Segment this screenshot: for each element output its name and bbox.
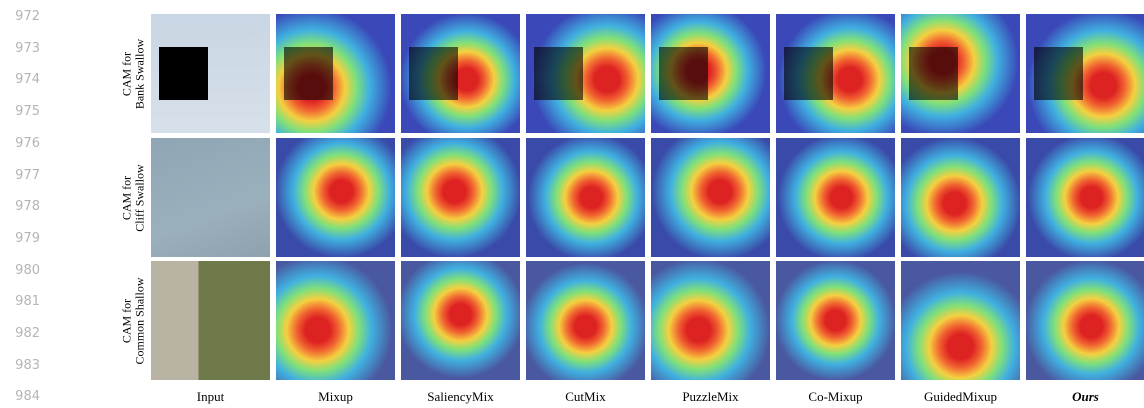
column-label: CutMix xyxy=(523,389,648,405)
line-number: 982 xyxy=(0,326,40,341)
cam-image xyxy=(651,138,770,257)
line-number: 978 xyxy=(0,199,40,214)
cam-image xyxy=(651,261,770,380)
row-label-line: CAM for xyxy=(120,138,133,257)
column-label: Co-Mixup xyxy=(773,389,898,405)
cam-image xyxy=(776,261,895,380)
figure: 972 973 974 975 976 977 978 979 980 981 982 983 984 C… xyxy=(0,0,1144,408)
cam-image xyxy=(776,14,895,133)
cam-image xyxy=(901,261,1020,380)
cam-image xyxy=(276,14,395,133)
occlusion-box xyxy=(1034,47,1083,100)
cam-image xyxy=(901,14,1020,133)
line-number: 983 xyxy=(0,358,40,373)
line-number: 975 xyxy=(0,104,40,119)
line-number: 979 xyxy=(0,231,40,246)
row-label-line: CAM for xyxy=(120,261,133,380)
row-label-line: Bank Swallow xyxy=(133,14,146,133)
line-number: 984 xyxy=(0,389,40,404)
cam-image xyxy=(901,138,1020,257)
line-number: 981 xyxy=(0,294,40,309)
cam-image xyxy=(276,138,395,257)
cam-image xyxy=(651,14,770,133)
occlusion-box xyxy=(409,47,458,100)
cam-image xyxy=(276,261,395,380)
line-number: 976 xyxy=(0,136,40,151)
line-number: 973 xyxy=(0,41,40,56)
cam-image xyxy=(401,261,520,380)
cam-image xyxy=(776,138,895,257)
occlusion-box xyxy=(909,47,958,100)
row-label-line: CAM for xyxy=(120,14,133,133)
cam-image xyxy=(526,14,645,133)
occlusion-box xyxy=(284,47,333,100)
cam-image xyxy=(1026,261,1144,380)
occlusion-box xyxy=(659,47,708,100)
cam-image xyxy=(401,14,520,133)
input-image xyxy=(151,261,270,380)
cam-image xyxy=(401,138,520,257)
column-label: Mixup xyxy=(273,389,398,405)
column-label: SaliencyMix xyxy=(398,389,523,405)
column-label: PuzzleMix xyxy=(648,389,773,405)
input-image xyxy=(151,14,270,133)
occlusion-box xyxy=(159,47,208,100)
cam-image xyxy=(1026,138,1144,257)
column-label: GuidedMixup xyxy=(898,389,1023,405)
cam-image xyxy=(1026,14,1144,133)
input-image xyxy=(151,138,270,257)
row-label-line: Common Shallow xyxy=(133,261,146,380)
row-label-line: Cliff Swallow xyxy=(133,138,146,257)
line-number: 974 xyxy=(0,72,40,87)
cam-image xyxy=(526,261,645,380)
line-number: 980 xyxy=(0,263,40,278)
occlusion-box xyxy=(784,47,833,100)
occlusion-box xyxy=(534,47,583,100)
column-label: Ours xyxy=(1023,389,1144,405)
line-number: 977 xyxy=(0,168,40,183)
line-number: 972 xyxy=(0,9,40,24)
cam-image xyxy=(526,138,645,257)
column-label: Input xyxy=(148,389,273,405)
